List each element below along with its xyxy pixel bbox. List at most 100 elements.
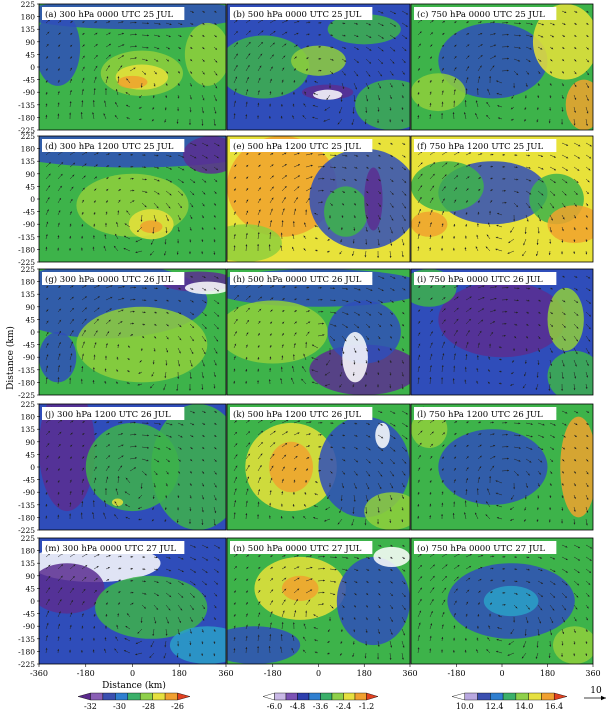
y-tick-label: -45 bbox=[23, 341, 35, 350]
y-tick-label: 225 bbox=[21, 132, 36, 141]
x-tick-label: 0 bbox=[499, 669, 504, 678]
shading-area bbox=[151, 404, 226, 530]
x-tick-label: 180 bbox=[172, 669, 187, 678]
x-tick-label: 0 bbox=[130, 669, 135, 678]
panel-c: (c) 750 hPa 0000 UTC 25 JUL bbox=[410, 3, 594, 131]
panel-label-box bbox=[414, 541, 557, 554]
panel-label: (n) 500 hPa 0000 UTC 27 JUL bbox=[233, 543, 362, 554]
y-tick-label: 0 bbox=[30, 195, 35, 204]
y-tick-label: -45 bbox=[23, 76, 35, 85]
wind-vectors bbox=[45, 273, 220, 391]
shading-area bbox=[184, 281, 226, 295]
y-tick-label: 180 bbox=[21, 413, 36, 422]
colorbar-segment bbox=[164, 692, 178, 701]
y-tick-label: 90 bbox=[25, 572, 35, 581]
y-tick-label: 180 bbox=[21, 13, 36, 22]
shading-area bbox=[76, 306, 208, 383]
colorbar-segment bbox=[140, 692, 153, 701]
wind-vectors bbox=[233, 7, 409, 126]
shading-area bbox=[547, 350, 593, 395]
colorbar-segment bbox=[490, 692, 504, 701]
y-tick-label: -135 bbox=[18, 233, 35, 242]
colorbar-segment bbox=[354, 692, 367, 701]
x-tick-label: 180 bbox=[357, 669, 372, 678]
panels: (a) 300 hPa 0000 UTC 25 JUL (b) 500 hPa 0… bbox=[38, 3, 594, 665]
shading-area bbox=[227, 300, 328, 364]
colorbar-segment bbox=[331, 692, 344, 701]
panel-frame bbox=[226, 268, 411, 396]
panel-label-box bbox=[414, 139, 557, 152]
wind-vectors bbox=[417, 406, 590, 526]
colorbar-segment bbox=[554, 692, 568, 701]
y-tick-label: -90 bbox=[23, 220, 35, 229]
panel-label: (k) 500 hPa 1200 UTC 26 JUL bbox=[233, 409, 361, 420]
colorbar-segment bbox=[77, 692, 91, 701]
x-tick-label: 360 bbox=[585, 669, 600, 678]
colorbar-segment bbox=[177, 692, 191, 701]
x-tick-label: 360 bbox=[402, 669, 417, 678]
panel-label-box bbox=[414, 407, 557, 420]
panel-f: (f) 750 hPa 1200 UTC 25 JUL bbox=[410, 135, 594, 263]
shading-area bbox=[184, 22, 226, 86]
panel-label-box bbox=[230, 7, 373, 20]
axes: 22518013590450-45-90-135-180-22522518013… bbox=[18, 0, 601, 678]
colorbar-tick-label: -1.2 bbox=[359, 702, 374, 711]
x-axis-ticks: -360 -180 0 180 360 bbox=[30, 664, 234, 678]
colorbar-tick-label: 16.4 bbox=[545, 702, 563, 711]
panel-frame bbox=[410, 3, 594, 131]
colorbar-tick-label: 12.4 bbox=[486, 702, 504, 711]
y-tick-label: -45 bbox=[23, 208, 35, 217]
shading-area bbox=[39, 404, 96, 512]
panel-d: (d) 300 hPa 1200 UTC 25 JUL bbox=[38, 135, 227, 263]
colorbar-tick-label: 10.0 bbox=[456, 702, 474, 711]
y-tick-label: -135 bbox=[18, 366, 35, 375]
panel-n: (n) 500 hPa 0000 UTC 27 JUL bbox=[226, 537, 411, 665]
colorbar-segment bbox=[127, 692, 141, 701]
colorbar-segment bbox=[297, 692, 310, 701]
y-tick-label: -135 bbox=[18, 501, 35, 510]
panel-g: (g) 300 hPa 0000 UTC 26 JUL bbox=[38, 268, 227, 396]
colorbar-tick-label: -6.0 bbox=[267, 702, 282, 711]
y-tick-label: 225 bbox=[21, 0, 36, 9]
y-tick-label: -135 bbox=[18, 101, 35, 110]
y-tick-label: 0 bbox=[30, 328, 35, 337]
colorbar-tick-label: -26 bbox=[171, 702, 184, 711]
x-axis-ticks: -180 0 180 360 bbox=[264, 664, 418, 678]
shading-area bbox=[39, 332, 77, 383]
shading-area bbox=[375, 422, 390, 449]
y-tick-label: 0 bbox=[30, 597, 35, 606]
colorbar-tick-label: -30 bbox=[113, 702, 126, 711]
shading-area bbox=[411, 211, 448, 237]
shading-area bbox=[291, 45, 346, 76]
shading-area bbox=[552, 626, 593, 664]
colorbar-segment bbox=[274, 692, 287, 701]
y-axis-ticks: 225 180 135 90 45 0 -45 -90 -135 -180 -225 bbox=[18, 132, 40, 267]
panel-j: (j) 300 hPa 1200 UTC 26 JUL bbox=[38, 403, 227, 531]
panel-label-box bbox=[414, 7, 557, 20]
panel-frame bbox=[226, 3, 411, 131]
panel-label: (l) 750 hPa 1200 UTC 26 JUL bbox=[417, 409, 543, 420]
panel-label-box bbox=[414, 272, 557, 285]
panel-e: (e) 500 hPa 1200 UTC 25 JUL bbox=[226, 135, 411, 263]
colorbar-3: 10.0 12.4 14.0 16.4 bbox=[451, 692, 568, 711]
y-axis-label: Distance (km) bbox=[5, 326, 16, 390]
shading-area bbox=[532, 4, 593, 80]
colorbar-segment bbox=[541, 692, 555, 701]
vector-reference-arrow bbox=[584, 695, 606, 701]
panel-l: (l) 750 hPa 1200 UTC 26 JUL bbox=[410, 403, 594, 531]
colorbar-segment bbox=[477, 692, 491, 701]
y-tick-label: -225 bbox=[18, 391, 35, 400]
shading-area bbox=[269, 441, 314, 493]
x-tick-label: 180 bbox=[540, 669, 555, 678]
y-tick-label: 180 bbox=[21, 145, 36, 154]
panel-frame bbox=[410, 403, 594, 531]
colorbar-tick-label: 14.0 bbox=[516, 702, 534, 711]
shading-area bbox=[483, 585, 539, 617]
shading-area bbox=[336, 556, 410, 646]
shading-area bbox=[313, 89, 343, 100]
y-tick-label: -135 bbox=[18, 635, 35, 644]
colorbar-segment bbox=[152, 692, 166, 701]
shading-area bbox=[364, 167, 383, 231]
y-tick-label: 135 bbox=[21, 157, 36, 166]
